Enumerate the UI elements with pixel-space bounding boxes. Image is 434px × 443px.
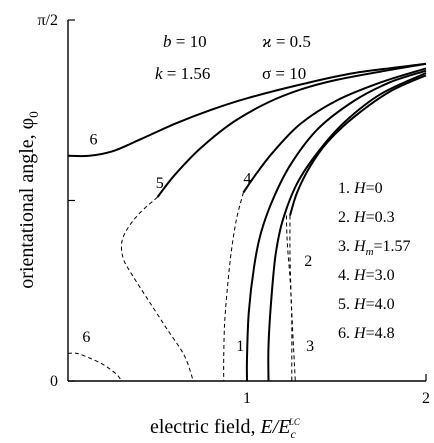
series-2-stable-line: [267, 72, 427, 382]
parameter-block: b = 10 ϰ = 0.5 k = 1.56 σ = 10: [155, 32, 311, 83]
y-tick-label: π/2: [37, 12, 58, 29]
param-k: k = 1.56: [155, 64, 210, 83]
x-tick-label: 1: [243, 390, 251, 407]
x-tick-label: 2: [422, 390, 430, 407]
series-5-unstable-line: [120, 196, 194, 382]
legend-entry-5: 5. H=4.0: [338, 296, 395, 313]
series-4-stable-line: [242, 67, 427, 194]
axes: 1 2 0 π/2: [37, 12, 430, 407]
y-axis-label: orientational angle, φ0: [16, 111, 41, 288]
curve-label-1: 1: [236, 338, 244, 355]
series-2-unstable-line: [285, 215, 296, 382]
series-6-unstable-line: [67, 352, 123, 382]
param-kappa: ϰ = 0.5: [262, 32, 311, 51]
legend-entry-2: 2. H=0.3: [338, 209, 395, 226]
legend-entry-4: 4. H=3.0: [338, 267, 395, 284]
series-3-unstable-line: [289, 215, 293, 381]
legend: 1. H=0 2. H=0.3 3. Hm=1.57 4. H=3.0 5. H…: [338, 180, 411, 342]
series-6-stable-line: [67, 62, 427, 158]
curve-label-4: 4: [243, 170, 251, 187]
curve-label-6: 6: [82, 329, 90, 346]
param-sigma: σ = 10: [262, 64, 306, 83]
curve-label-3: 3: [306, 338, 314, 355]
param-b: b = 10: [163, 32, 207, 51]
y-tick-label: 0: [50, 373, 58, 390]
series-5-stable-line: [156, 62, 427, 198]
legend-entry-1: 1. H=0: [338, 180, 383, 197]
curve-label-6: 6: [89, 131, 97, 148]
curve-labels: 6 5 4 2 1 3 6: [82, 131, 314, 355]
curve-label-5: 5: [156, 175, 164, 192]
legend-entry-3: 3. Hm=1.57: [338, 238, 411, 258]
curves: [67, 62, 427, 382]
series-3-stable-line: [289, 74, 427, 216]
series-4-unstable-line: [223, 192, 244, 382]
legend-entry-6: 6. H=4.8: [338, 325, 395, 342]
ticks: 1 2 0 π/2: [37, 12, 430, 407]
curve-label-2: 2: [304, 253, 312, 270]
x-axis-label: electric field, E/EcLC: [150, 416, 301, 441]
series-1-stable-line: [245, 69, 427, 382]
